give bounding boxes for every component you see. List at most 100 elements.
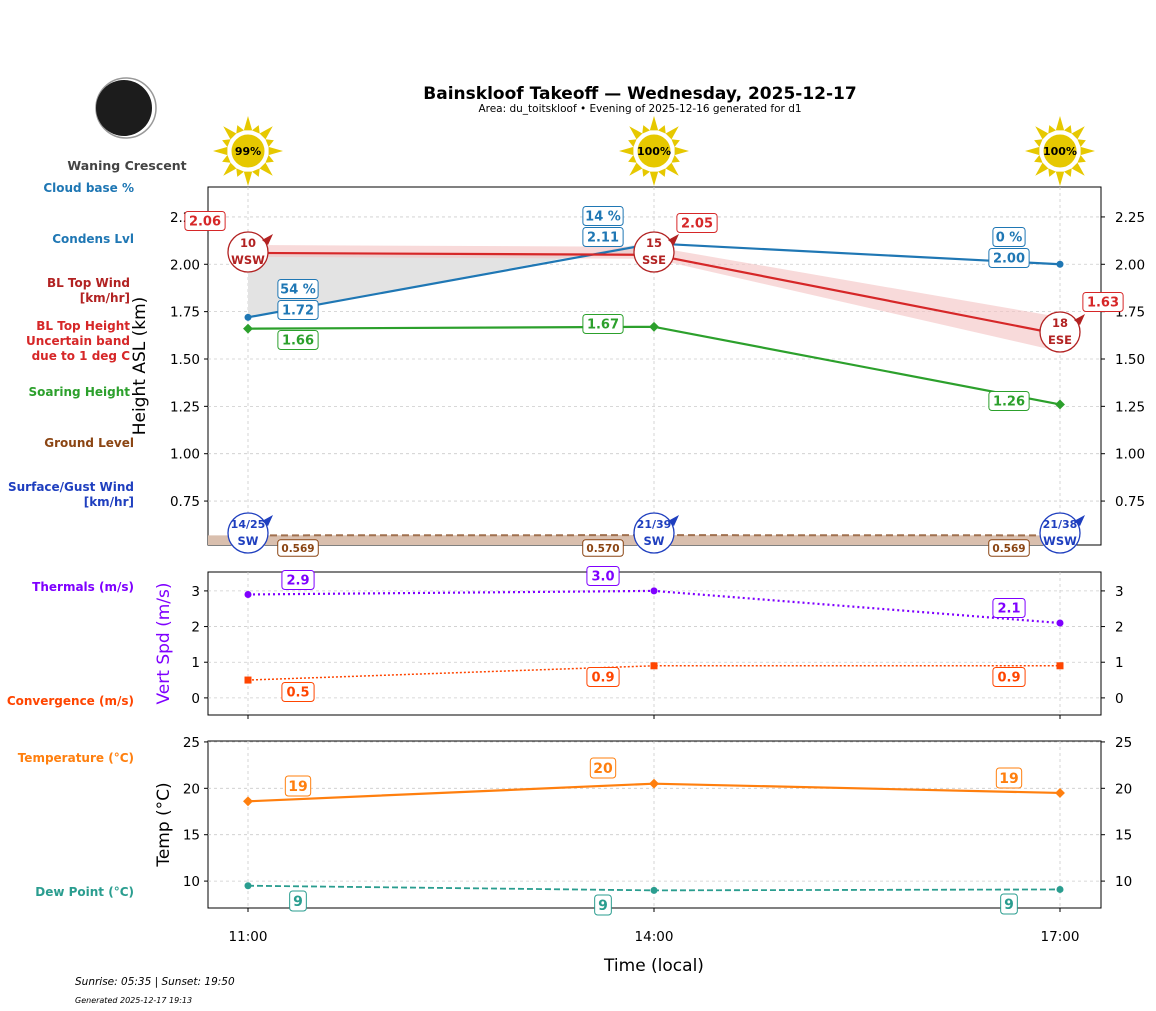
soaring-value-label-box — [988, 391, 1030, 411]
temperature-value-label-box — [589, 757, 617, 779]
side-label-condens: Condens Lvl — [52, 232, 134, 246]
thermals-value-label: 2.9 — [286, 574, 309, 589]
convergence-value-label: 0.5 — [286, 686, 309, 701]
sun-ray — [243, 116, 253, 131]
surface-wind-arrow-icon — [262, 515, 273, 526]
dew-point-value-label: 9 — [598, 898, 608, 914]
ytick-label-right: 0.75 — [1115, 494, 1145, 510]
bl-top-value-label-box — [184, 211, 226, 231]
cloud-pct-label: 54 % — [280, 283, 316, 298]
sun-ray — [671, 139, 680, 147]
convergence-value-label-box — [281, 682, 315, 702]
ytick-label-left: 1.75 — [170, 305, 200, 321]
soaring-value-label: 1.67 — [587, 318, 619, 333]
ytick-label-right: 1.00 — [1115, 447, 1145, 463]
sun-ray — [665, 126, 679, 140]
sun-icon — [213, 116, 283, 186]
surface-wind-arrow-icon — [1074, 515, 1085, 526]
side-label-soaring: Soaring Height — [29, 385, 131, 399]
sun-percent-label: 99% — [235, 145, 261, 158]
surface-wind-circle — [633, 512, 675, 554]
thermals-value-label-box — [586, 566, 620, 586]
ytick-label-left: 0.75 — [170, 494, 200, 510]
dew-point-point — [650, 886, 658, 894]
condens-value-label-box — [277, 300, 319, 320]
bl-top-wind-arrow-icon — [1074, 314, 1085, 325]
ground-fill — [208, 535, 1060, 545]
sun-ray — [1064, 168, 1072, 177]
sun-ray — [243, 171, 253, 186]
bl-top-wind-arrow-icon — [262, 234, 273, 245]
sun-ray — [658, 168, 666, 177]
ytick-label-right: 1.25 — [1115, 399, 1145, 415]
sun-ray — [674, 146, 689, 156]
bl-top-value-label: 2.05 — [681, 217, 713, 232]
surface-wind-speed: 14/25 — [231, 518, 266, 531]
side-label-bl-top: due to 1 deg C — [32, 349, 131, 363]
thermals-value-label-box — [992, 598, 1026, 618]
convergence-value-label-box — [992, 667, 1026, 687]
ytick-label-right: 20 — [1115, 781, 1132, 797]
surface-wind-direction: SW — [238, 534, 259, 548]
ytick-label-right: 15 — [1115, 828, 1132, 844]
bl-top-wind-arrow-icon — [668, 234, 679, 245]
sun-ray — [671, 155, 680, 163]
sun-ray — [628, 139, 637, 147]
bl-top-wind-circle — [1039, 311, 1081, 353]
sun-ray — [1035, 162, 1049, 176]
sun-ray — [1034, 155, 1043, 163]
soaring-point — [649, 321, 659, 332]
ground-value-label: 0.569 — [992, 543, 1025, 555]
ytick-label-left: 1 — [191, 655, 200, 671]
ytick-label-left: 10 — [183, 874, 200, 890]
sun-ray — [665, 162, 679, 176]
sun-ray — [1064, 125, 1072, 134]
dew-point-point — [244, 882, 252, 890]
y-axis-label: Height ASL (km) — [130, 297, 150, 436]
convergence-point — [650, 662, 658, 670]
ground-value-label-box — [582, 539, 624, 557]
sun-ray — [642, 125, 650, 134]
sun-ray — [619, 146, 634, 156]
x-axis-label: Time (local) — [603, 956, 704, 976]
bl-top-wind-direction: SSE — [642, 253, 666, 267]
ytick-label-left: 2 — [191, 620, 200, 636]
temperature-value-label: 20 — [593, 761, 613, 777]
sun-ray — [223, 126, 237, 140]
sun-ray — [1077, 155, 1086, 163]
side-label-cloud-pct: Cloud base % — [43, 181, 134, 195]
sun-disc — [636, 133, 672, 169]
temperature-point — [243, 796, 253, 807]
sun-ray — [1055, 116, 1065, 131]
thermals-legend-label: Thermals (m/s) — [32, 580, 134, 594]
dew-point-value-label-box — [1000, 893, 1018, 915]
sunrise-sunset-text: Sunrise: 05:35 | Sunset: 19:50 — [75, 976, 235, 988]
sun-percent-label: 100% — [1043, 145, 1077, 158]
thermals-value-label-box — [281, 570, 315, 590]
ytick-label-left: 15 — [183, 828, 200, 844]
sun-ray — [1055, 171, 1065, 186]
ytick-label-left: 1.50 — [170, 352, 200, 368]
surface-wind-speed: 21/38 — [1043, 518, 1078, 531]
ytick-label-left: 1.00 — [170, 447, 200, 463]
panel-frame — [207, 740, 1102, 909]
bl-top-wind-circle — [633, 231, 675, 273]
temperature-point — [649, 778, 659, 789]
surface-wind-direction: SW — [644, 534, 665, 548]
sun-ray — [1071, 162, 1085, 176]
sun-ray — [628, 155, 637, 163]
sun-ray — [252, 125, 260, 134]
sun-ray — [1034, 139, 1043, 147]
condens-point — [1056, 260, 1064, 268]
side-label-bl-top: BL Top Height — [36, 319, 130, 333]
ytick-label-right: 2 — [1115, 620, 1124, 636]
sun-disc — [1042, 133, 1078, 169]
cloud-pct-label: 14 % — [585, 210, 621, 225]
ground-value-label-box — [277, 539, 319, 557]
cloud-pct-label-box — [992, 227, 1026, 247]
ytick-label-right: 10 — [1115, 874, 1132, 890]
soaring-value-label-box — [582, 314, 624, 334]
sun-ray — [268, 146, 283, 156]
sun-ray — [222, 155, 231, 163]
